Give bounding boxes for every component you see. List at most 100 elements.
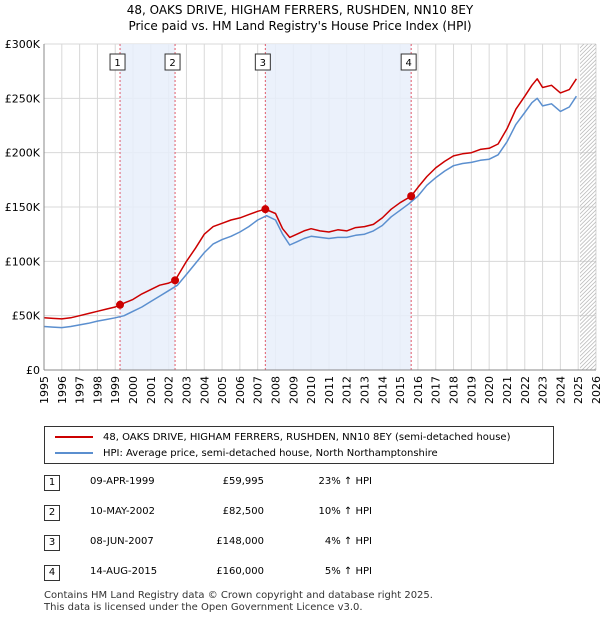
legend-hpi-label: HPI: Average price, semi-detached house,… (103, 448, 438, 459)
legend-property-label: 48, OAKS DRIVE, HIGHAM FERRERS, RUSHDEN,… (103, 432, 511, 443)
sale-hpi-diff: 5% ↑ HPI (324, 566, 372, 577)
y-tick-label: £200K (5, 147, 41, 160)
sale-hpi-diff: 10% ↑ HPI (318, 506, 372, 517)
sale-number-badge: 2 (44, 505, 60, 521)
x-tick-label: 2001 (145, 376, 158, 404)
sale-date: 08-JUN-2007 (90, 536, 154, 547)
property-price-line (43, 78, 578, 320)
sale-point (171, 276, 180, 285)
sale-number-label: 4 (405, 58, 411, 69)
sale-price: £160,000 (216, 566, 264, 577)
x-tick-label: 2022 (519, 376, 532, 404)
sale-number-label: 2 (169, 58, 175, 69)
x-tick-label: 2015 (394, 376, 407, 404)
legend-hpi-swatch (55, 452, 93, 454)
sale-price: £148,000 (216, 536, 264, 547)
future-hatch-line (579, 197, 596, 215)
future-hatch-line (579, 193, 596, 211)
legend-property: 48, OAKS DRIVE, HIGHAM FERRERS, RUSHDEN,… (55, 432, 510, 443)
x-tick-label: 2005 (216, 376, 229, 404)
sale-number-marker (400, 53, 417, 71)
x-tick-label: 2021 (501, 376, 514, 404)
price-chart: 48, OAKS DRIVE, HIGHAM FERRERS, RUSHDEN,… (5, 3, 600, 404)
sale-date: 09-APR-1999 (90, 476, 155, 487)
hpi-line (43, 95, 578, 329)
y-tick-label: £100K (5, 255, 41, 268)
x-tick-label: 2019 (465, 376, 478, 404)
ownership-band (265, 44, 412, 370)
y-tick-label: £250K (5, 92, 41, 105)
x-tick-label: 2013 (359, 376, 372, 404)
x-tick-label: 2004 (198, 376, 211, 404)
future-hatch-line (579, 90, 596, 108)
table-row: 3 08-JUN-2007 £148,000 4% ↑ HPI (44, 532, 564, 554)
x-tick-label: 2025 (572, 376, 585, 404)
x-tick-label: 2002 (163, 376, 176, 404)
x-tick-label: 1998 (91, 376, 104, 404)
sale-date: 14-AUG-2015 (90, 566, 158, 577)
footer: Contains HM Land Registry data © Crown c… (44, 590, 433, 614)
x-tick-label: 2000 (127, 376, 140, 404)
sale-number-badge: 3 (44, 535, 60, 551)
x-tick-label: 2018 (448, 376, 461, 404)
sale-number-label: 3 (260, 58, 266, 69)
future-hatch-line (579, 205, 596, 223)
future-hatch-line (579, 86, 596, 104)
sale-point (407, 192, 416, 201)
footer-licence: This data is licensed under the Open Gov… (44, 602, 363, 613)
x-tick-label: 2012 (341, 376, 354, 404)
y-tick-label: £0 (26, 364, 40, 377)
x-tick-label: 2011 (323, 376, 336, 404)
x-tick-label: 2016 (412, 376, 425, 404)
x-tick-label: 2003 (180, 376, 193, 404)
x-tick-label: 2007 (252, 376, 265, 404)
sale-date: 10-MAY-2002 (90, 506, 156, 517)
x-tick-label: 2020 (483, 376, 496, 404)
sale-hpi-diff: 23% ↑ HPI (318, 476, 372, 487)
future-hatch-line (579, 82, 596, 100)
sale-number-marker (254, 53, 271, 71)
sale-point (261, 205, 270, 214)
sale-number-label: 1 (114, 58, 120, 69)
y-tick-label: £50K (12, 310, 41, 323)
footer-copyright: Contains HM Land Registry data © Crown c… (44, 590, 433, 601)
ownership-band (120, 44, 176, 370)
chart-title-line2: Price paid vs. HM Land Registry's House … (128, 19, 471, 33)
sale-point (116, 300, 125, 309)
x-tick-label: 2010 (305, 376, 318, 404)
legend: 48, OAKS DRIVE, HIGHAM FERRERS, RUSHDEN,… (44, 426, 554, 464)
sale-number-badge: 1 (44, 475, 60, 491)
future-hatch-line (579, 300, 596, 318)
sale-number-marker (109, 53, 126, 71)
future-hatch-line (579, 308, 596, 326)
sale-number-marker (164, 53, 181, 71)
x-tick-label: 1996 (56, 376, 69, 404)
table-row: 4 14-AUG-2015 £160,000 5% ↑ HPI (44, 562, 564, 584)
legend-property-swatch (55, 436, 93, 438)
sale-price: £59,995 (222, 476, 264, 487)
future-hatch-line (579, 201, 596, 219)
y-tick-label: £150K (5, 201, 41, 214)
legend-hpi: HPI: Average price, semi-detached house,… (55, 448, 438, 459)
x-tick-label: 2009 (287, 376, 300, 404)
future-hatch-line (579, 94, 596, 112)
future-hatch-line (579, 304, 596, 322)
sale-price: £82,500 (222, 506, 264, 517)
chart-title-line1: 48, OAKS DRIVE, HIGHAM FERRERS, RUSHDEN,… (127, 3, 474, 17)
sale-hpi-diff: 4% ↑ HPI (324, 536, 372, 547)
x-tick-label: 1997 (74, 376, 87, 404)
x-tick-label: 2026 (590, 376, 600, 404)
table-row: 2 10-MAY-2002 £82,500 10% ↑ HPI (44, 502, 564, 524)
x-tick-label: 2023 (537, 376, 550, 404)
table-row: 1 09-APR-1999 £59,995 23% ↑ HPI (44, 472, 564, 494)
x-tick-label: 2008 (269, 376, 282, 404)
x-tick-label: 2014 (376, 376, 389, 404)
x-tick-label: 2024 (554, 376, 567, 404)
y-tick-label: £300K (5, 38, 41, 51)
x-tick-label: 2017 (430, 376, 443, 404)
x-tick-label: 1999 (109, 376, 122, 404)
future-hatch-line (579, 312, 596, 330)
sale-number-badge: 4 (44, 565, 60, 581)
x-tick-label: 2006 (234, 376, 247, 404)
x-tick-label: 1995 (38, 376, 51, 404)
